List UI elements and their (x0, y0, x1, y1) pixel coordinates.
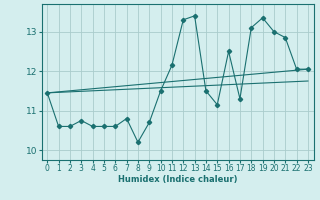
X-axis label: Humidex (Indice chaleur): Humidex (Indice chaleur) (118, 175, 237, 184)
